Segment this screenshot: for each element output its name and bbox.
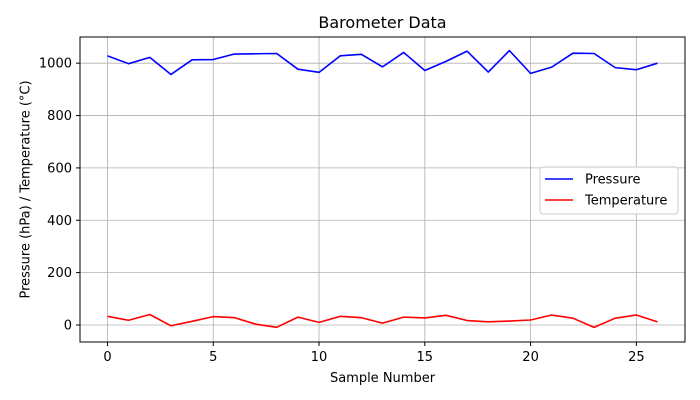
y-tick-label: 800 [47, 109, 72, 124]
series-line-temperature [107, 313, 658, 329]
y-tick-label: 400 [47, 214, 72, 229]
y-tick-label: 1000 [39, 57, 72, 72]
legend-label-pressure: Pressure [585, 173, 641, 188]
axis-ticks: 0 5 10 15 20 25 0 200 400 600 800 1000 [39, 57, 645, 365]
y-axis-title: Pressure (hPa) / Temperature (°C) [19, 80, 34, 298]
x-tick-label: 20 [522, 350, 539, 365]
x-tick-label: 15 [417, 350, 434, 365]
chart-title: Barometer Data [318, 13, 446, 32]
x-axis-title: Sample Number [330, 371, 436, 386]
plot-frame [79, 36, 686, 343]
y-tick-label: 0 [64, 318, 72, 333]
legend: Pressure Temperature [539, 166, 679, 215]
legend-label-temperature: Temperature [584, 194, 667, 209]
x-tick-label: 5 [209, 350, 217, 365]
x-tick-label: 0 [103, 350, 111, 365]
y-tick-label: 200 [47, 266, 72, 281]
series-lines [107, 49, 658, 329]
y-tick-label: 600 [47, 161, 72, 176]
series-line-pressure [107, 49, 658, 76]
x-tick-label: 10 [311, 350, 328, 365]
x-tick-label: 25 [628, 350, 645, 365]
legend-box [539, 166, 679, 215]
